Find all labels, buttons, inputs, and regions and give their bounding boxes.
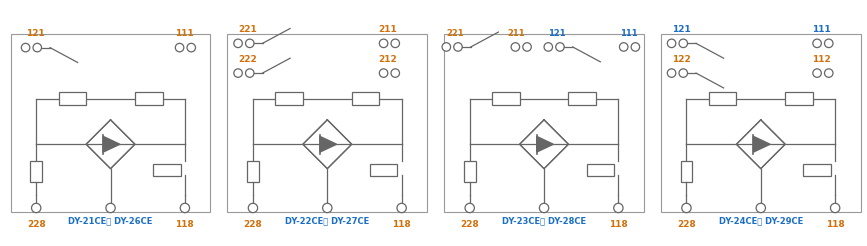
Bar: [803, 164, 831, 176]
Circle shape: [453, 43, 462, 51]
Circle shape: [523, 43, 531, 51]
Polygon shape: [86, 120, 135, 169]
Circle shape: [756, 203, 766, 213]
Circle shape: [175, 43, 184, 52]
Bar: [247, 161, 258, 183]
Text: 121: 121: [548, 29, 566, 38]
Bar: [275, 92, 303, 106]
Circle shape: [813, 39, 821, 47]
Circle shape: [22, 43, 29, 52]
Bar: [586, 164, 614, 176]
Circle shape: [465, 203, 474, 213]
Circle shape: [187, 43, 196, 52]
Text: 111: 111: [812, 25, 831, 34]
Bar: [661, 34, 861, 212]
Circle shape: [831, 203, 840, 213]
Circle shape: [245, 39, 254, 47]
Circle shape: [825, 69, 833, 77]
Bar: [786, 92, 813, 106]
Circle shape: [679, 69, 688, 77]
Circle shape: [679, 39, 688, 47]
Bar: [135, 92, 163, 106]
Circle shape: [539, 203, 549, 213]
Circle shape: [668, 69, 676, 77]
Bar: [492, 92, 519, 106]
Bar: [153, 164, 180, 176]
Text: DY-23CE， DY-28CE: DY-23CE， DY-28CE: [502, 216, 586, 225]
Circle shape: [512, 43, 519, 51]
Circle shape: [245, 69, 254, 77]
Text: 211: 211: [379, 25, 397, 34]
Circle shape: [391, 39, 400, 47]
Polygon shape: [519, 120, 569, 169]
Circle shape: [668, 39, 676, 47]
Bar: [444, 34, 644, 212]
Circle shape: [614, 203, 623, 213]
Circle shape: [825, 39, 833, 47]
Circle shape: [391, 69, 400, 77]
Circle shape: [106, 203, 115, 213]
Text: 121: 121: [26, 29, 44, 38]
Circle shape: [619, 43, 628, 51]
Polygon shape: [320, 137, 336, 152]
Circle shape: [544, 43, 552, 51]
Polygon shape: [103, 137, 120, 152]
Circle shape: [234, 39, 243, 47]
Circle shape: [813, 69, 821, 77]
Text: 121: 121: [672, 25, 690, 34]
Circle shape: [631, 43, 640, 51]
Bar: [464, 161, 475, 183]
Text: 221: 221: [238, 25, 257, 34]
Text: DY-24CE， DY-29CE: DY-24CE， DY-29CE: [719, 216, 803, 225]
Text: 122: 122: [672, 55, 690, 64]
Circle shape: [681, 203, 691, 213]
Text: 112: 112: [812, 55, 831, 64]
Bar: [569, 92, 596, 106]
Circle shape: [323, 203, 332, 213]
Bar: [352, 92, 380, 106]
Circle shape: [380, 39, 388, 47]
Bar: [369, 164, 397, 176]
Circle shape: [556, 43, 564, 51]
Bar: [10, 34, 211, 212]
Bar: [58, 92, 86, 106]
Bar: [30, 161, 42, 183]
Text: 111: 111: [620, 29, 637, 38]
Text: 222: 222: [238, 55, 257, 64]
Circle shape: [397, 203, 407, 213]
Text: 118: 118: [392, 220, 411, 229]
Text: 228: 228: [677, 220, 696, 229]
Circle shape: [180, 203, 190, 213]
Bar: [227, 34, 427, 212]
Text: DY-22CE， DY-27CE: DY-22CE， DY-27CE: [285, 216, 369, 225]
Circle shape: [234, 69, 243, 77]
Text: 212: 212: [379, 55, 397, 64]
Circle shape: [33, 43, 42, 52]
Text: 118: 118: [825, 220, 844, 229]
Text: DY-21CE， DY-26CE: DY-21CE， DY-26CE: [68, 216, 153, 225]
Text: 228: 228: [27, 220, 46, 229]
Polygon shape: [303, 120, 352, 169]
Text: 118: 118: [609, 220, 628, 229]
Text: 228: 228: [460, 220, 479, 229]
Text: 211: 211: [507, 29, 525, 38]
Bar: [708, 92, 736, 106]
Text: 221: 221: [447, 29, 464, 38]
Circle shape: [380, 69, 388, 77]
Text: 228: 228: [244, 220, 263, 229]
Circle shape: [248, 203, 257, 213]
Circle shape: [442, 43, 451, 51]
Polygon shape: [753, 137, 770, 152]
Text: 118: 118: [175, 220, 194, 229]
Polygon shape: [537, 137, 553, 152]
Text: 111: 111: [174, 29, 193, 38]
Polygon shape: [736, 120, 786, 169]
Circle shape: [31, 203, 41, 213]
Bar: [681, 161, 692, 183]
